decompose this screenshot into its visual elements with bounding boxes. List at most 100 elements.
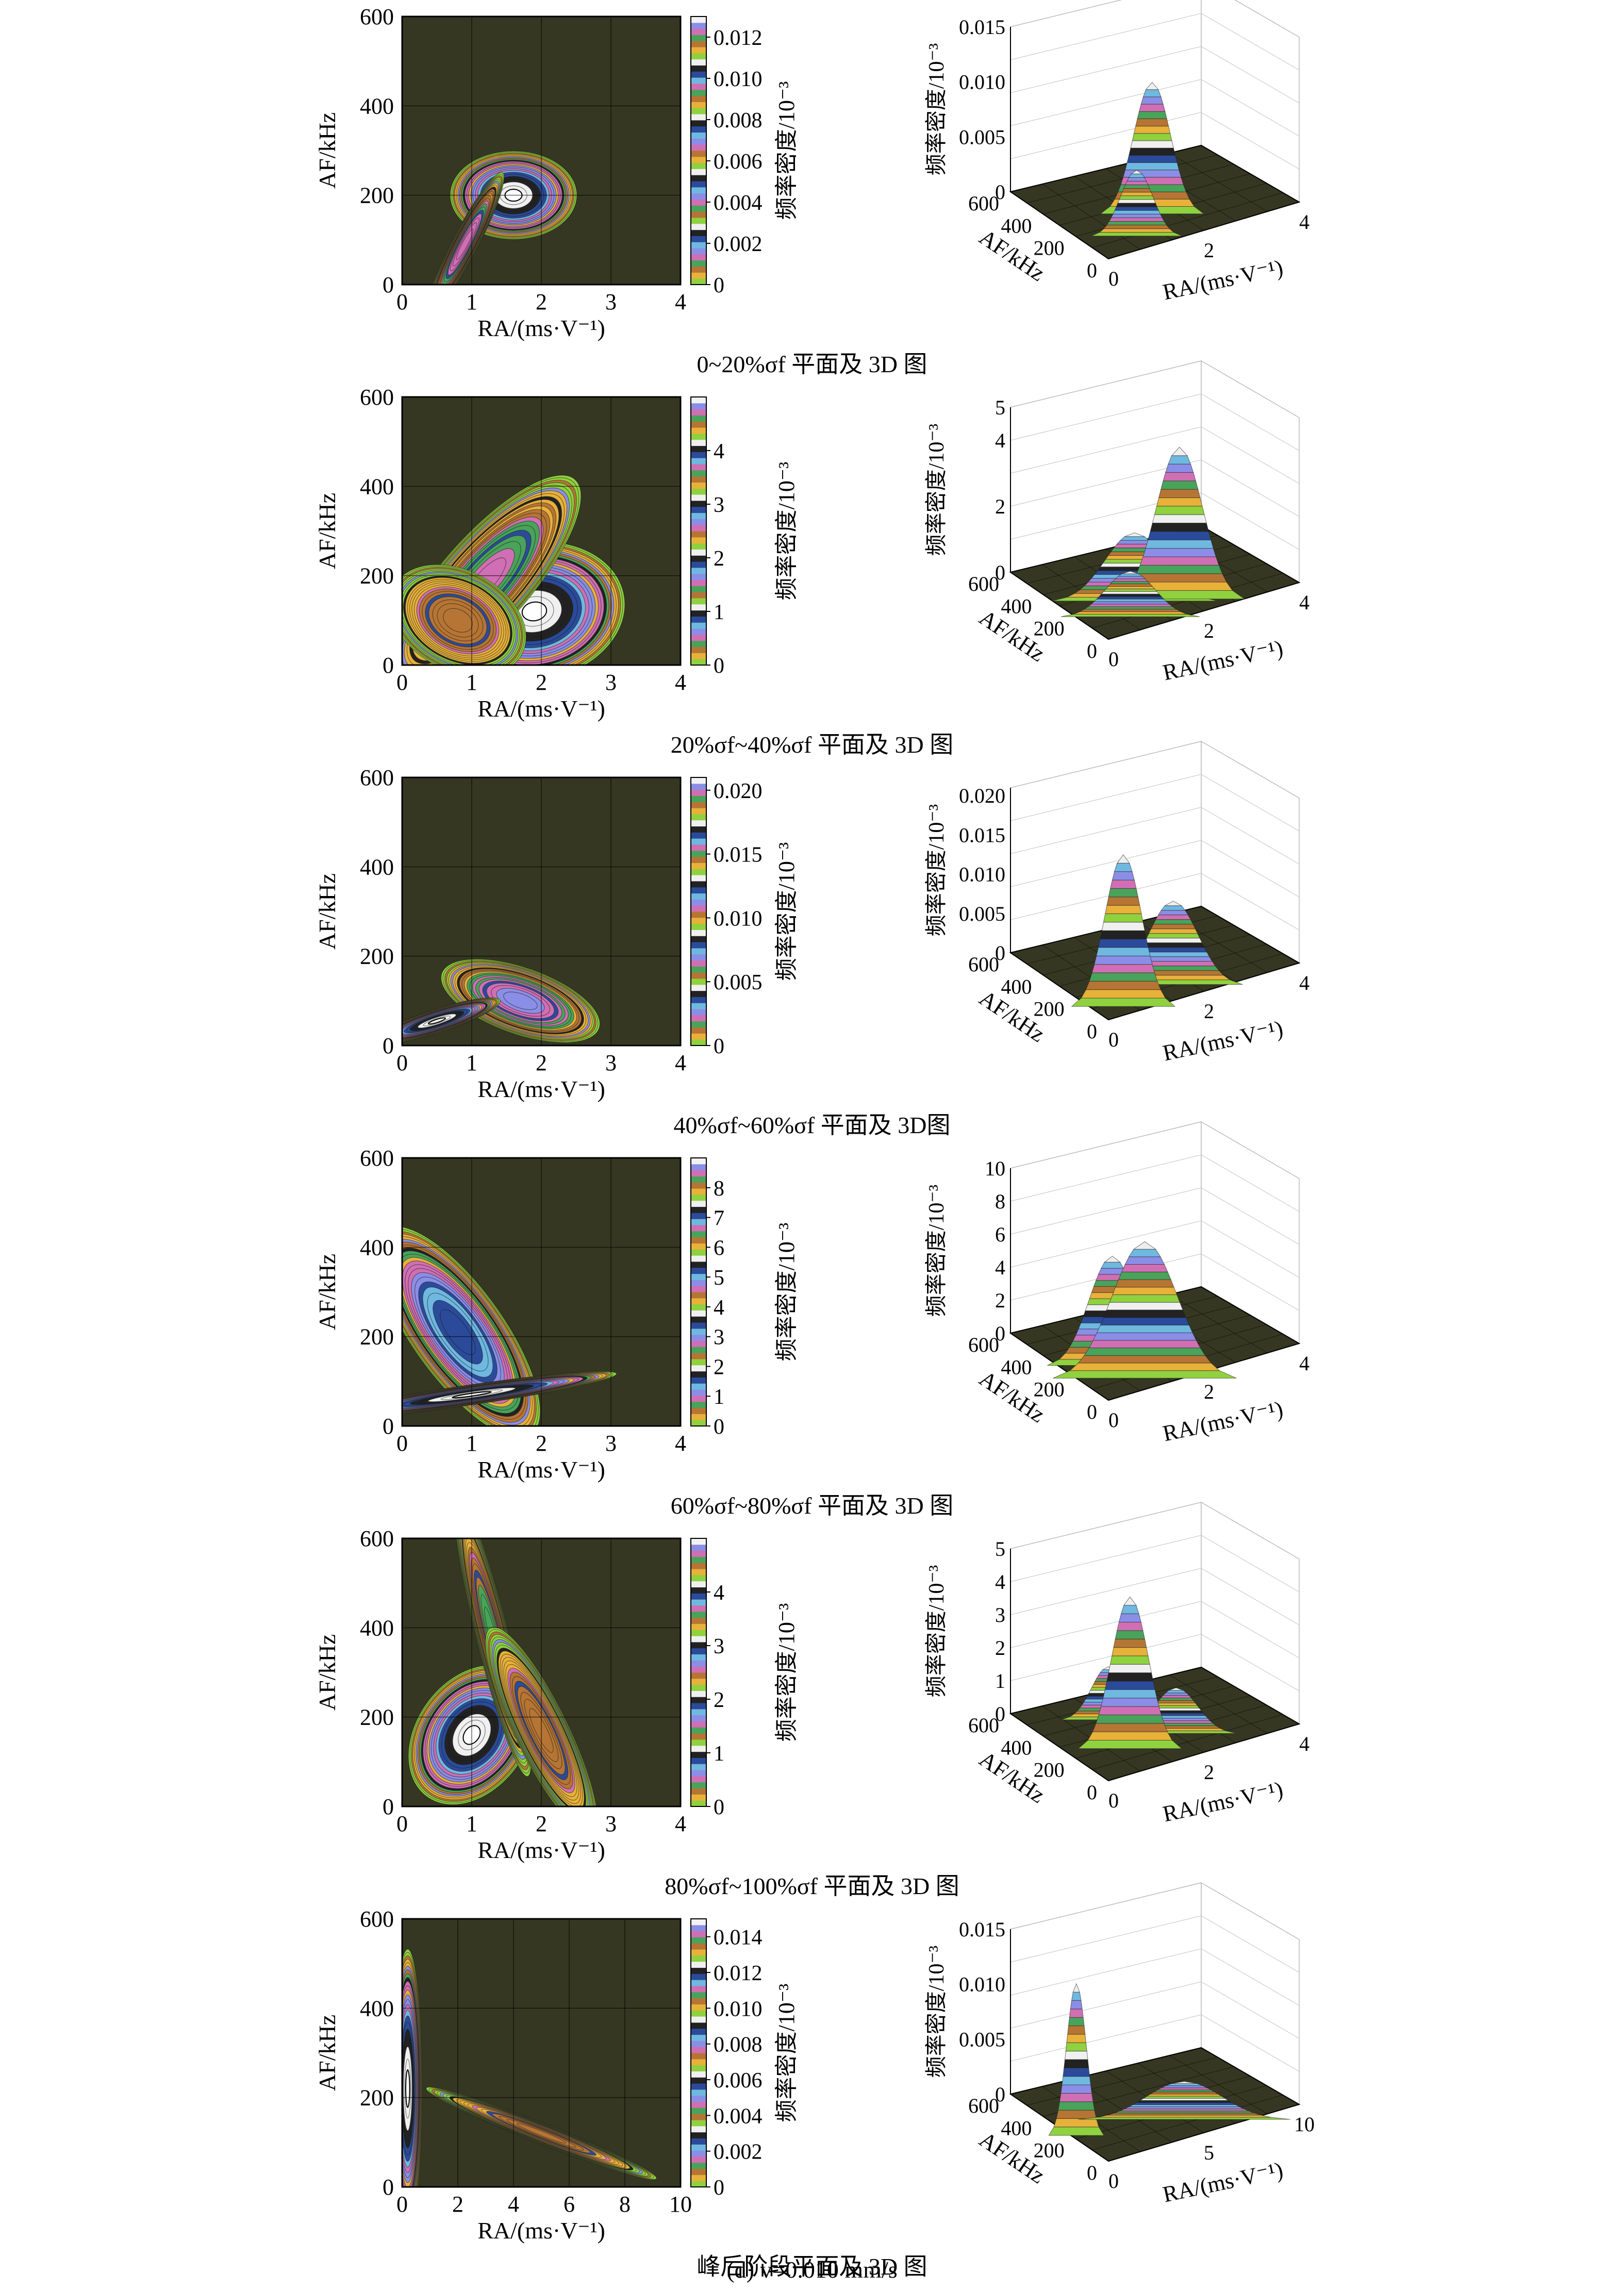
surface-peak-2 [1078, 2081, 1290, 2120]
ra-tick-label-3d: 4 [1299, 1352, 1310, 1375]
surface-peak-2 [1053, 1241, 1237, 1379]
y-tick-label: 400 [360, 93, 394, 119]
surface-3d: 0 2 4 6 8 10 频率密度/10⁻³ 0 2 4 RA/(ms·V⁻¹) 0 200400600… [924, 1121, 1310, 1446]
colorbar-tick-label: 0.014 [714, 1926, 763, 1950]
z-axis-label: 频率密度/10⁻³ [924, 1946, 949, 2078]
ra-tick-label-3d: 0 [1108, 1028, 1119, 1051]
z-axis-label: 频率密度/10⁻³ [924, 804, 949, 936]
contour-layer [402, 1949, 657, 2187]
y-tick-label: 200 [360, 944, 394, 969]
colorbar-tick-label: 1 [714, 1742, 724, 1766]
x-tick-label: 4 [675, 1431, 686, 1456]
x-tick-label: 4 [675, 1811, 686, 1836]
y-tick-label: 400 [360, 474, 394, 499]
colorbar: 0 0.005 0.010 0.015 0.020 频率密度/10⁻³ [690, 777, 799, 1058]
colorbar-tick-label: 7 [714, 1207, 724, 1231]
x-tick-label: 1 [466, 1050, 477, 1075]
z-tick-label: 0.005 [959, 2028, 1005, 2051]
surface-3d: 0245频率密度/10⁻³024RA/(ms·V⁻¹)0200400600AF/… [924, 360, 1310, 685]
density-peak-2 [402, 997, 501, 1044]
panel-caption: 80%σf~100%σf 平面及 3D 图 [665, 1873, 959, 1899]
z-tick-label: 0 [995, 561, 1005, 584]
ra-tick-label-3d: 2 [1204, 239, 1214, 262]
af-tick-label-3d: 400 [1001, 594, 1032, 618]
colorbar-label: 频率密度/10⁻³ [774, 462, 799, 601]
panel-1: 0 1 2 3 40200400600RA/(ms·V⁻¹)AF/kHz00.0020.… [314, 0, 1310, 377]
figure-caption: (d) v=0.010 mm/s [726, 2257, 897, 2283]
y-axis-label: AF/kHz [314, 1634, 340, 1711]
colorbar-tick-label: 3 [714, 493, 724, 517]
colorbar-tick-label: 0.010 [714, 907, 763, 931]
ra-tick-label-3d: 2 [1204, 1380, 1214, 1403]
colorbar: 0 1 2 3 4 频率密度/10⁻³ [690, 1538, 799, 1819]
y-tick-label: 200 [360, 563, 394, 589]
panel-caption: 峰后阶段平面及 3D 图 [697, 2253, 927, 2280]
x-tick-label: 3 [605, 1050, 617, 1075]
colorbar-tick-label: 6 [714, 1236, 724, 1260]
colorbar-tick-label: 0.004 [714, 2104, 763, 2128]
z-axis-label: 频率密度/10⁻³ [924, 1185, 949, 1317]
colorbar-tick-label: 2 [714, 547, 724, 571]
plot-frame [401, 1157, 682, 1427]
z-tick-label: 5 [995, 396, 1005, 419]
ra-axis-label-3d: RA/(ms·V⁻¹) [1161, 1016, 1285, 1066]
surface-peak-1 [1048, 1983, 1104, 2136]
ra-tick-label-3d: 4 [1299, 971, 1310, 994]
y-tick-label: 400 [360, 1996, 394, 2021]
x-tick-label: 3 [605, 289, 617, 314]
y-tick-label: 400 [360, 1615, 394, 1640]
ra-tick-label-3d: 0 [1108, 267, 1119, 290]
z-axis-label: 频率密度/10⁻³ [924, 43, 949, 175]
af-tick-label-3d: 200 [1034, 1759, 1065, 1782]
colorbar-tick-label: 0 [714, 274, 724, 297]
ra-tick-label-3d: 4 [1299, 591, 1310, 614]
z-axis-label: 频率密度/10⁻³ [924, 424, 949, 556]
z-tick-label: 10 [985, 1157, 1005, 1180]
panel-3: 0 1 2 3 40200400600RA/(ms·V⁻¹)AF/kHz00.0050.… [314, 740, 1310, 1138]
x-tick-label: 2 [536, 670, 547, 695]
x-tick-label: 4 [675, 289, 686, 314]
plot-background [402, 1919, 681, 2187]
y-tick-label: 0 [383, 653, 394, 678]
ra-tick-label-3d: 0 [1108, 648, 1119, 671]
ra-axis-label-3d: RA/(ms·V⁻¹) [1161, 635, 1285, 685]
af-tick-label-3d: 400 [1001, 214, 1032, 237]
ra-tick-label-3d: 0 [1108, 1789, 1119, 1812]
z-tick-label: 2 [995, 1636, 1005, 1660]
x-tick-label: 2 [536, 1431, 547, 1456]
z-tick-label: 0.015 [959, 15, 1005, 39]
panel-2: 0 1 2 3 40200400600RA/(ms·V⁻¹)AF/kHz01234频率密… [314, 360, 1310, 758]
colorbar-label: 频率密度/10⁻³ [774, 1984, 799, 2122]
ra-tick-label-3d: 4 [1299, 210, 1310, 234]
x-tick-label: 3 [605, 1431, 617, 1456]
x-tick-label: 8 [619, 2192, 631, 2217]
colorbar-tick-label: 0.015 [714, 843, 763, 867]
x-axis-label: RA/(ms·V⁻¹) [477, 1456, 605, 1483]
x-tick-label: 4 [508, 2192, 519, 2217]
colorbar-tick-label: 4 [714, 1296, 724, 1320]
z-tick-label: 0.015 [959, 1918, 1005, 1941]
plot-frame [401, 15, 682, 286]
z-tick-label: 6 [995, 1223, 1005, 1246]
colorbar-tick-label: 0 [714, 1035, 724, 1058]
density-peak-2 [426, 2086, 657, 2180]
x-tick-label: 2 [536, 1811, 547, 1836]
af-tick-label-3d: 400 [1001, 1355, 1032, 1379]
x-axis-label: RA/(ms·V⁻¹) [477, 2217, 605, 2244]
colorbar-tick-label: 0.008 [714, 109, 763, 132]
ra-axis-label-3d: RA/(ms·V⁻¹) [1161, 255, 1285, 305]
y-tick-label: 0 [383, 2175, 394, 2200]
z-tick-label: 0 [995, 2083, 1005, 2106]
x-tick-label: 0 [396, 1050, 408, 1075]
ra-tick-label-3d: 0 [1108, 1408, 1119, 1432]
colorbar: 0 0.002 0.004 0.006 0.008 0.010 0.012 频率密度/10⁻³ [690, 16, 799, 297]
x-tick-label: 0 [396, 289, 408, 314]
plot-frame [401, 1537, 682, 1807]
colorbar-tick-label: 0 [714, 1796, 724, 1819]
z-tick-label: 5 [995, 1537, 1005, 1561]
x-tick-label: 3 [605, 670, 617, 695]
plot-frame [401, 776, 682, 1047]
colorbar-tick-label: 0.006 [714, 150, 763, 174]
